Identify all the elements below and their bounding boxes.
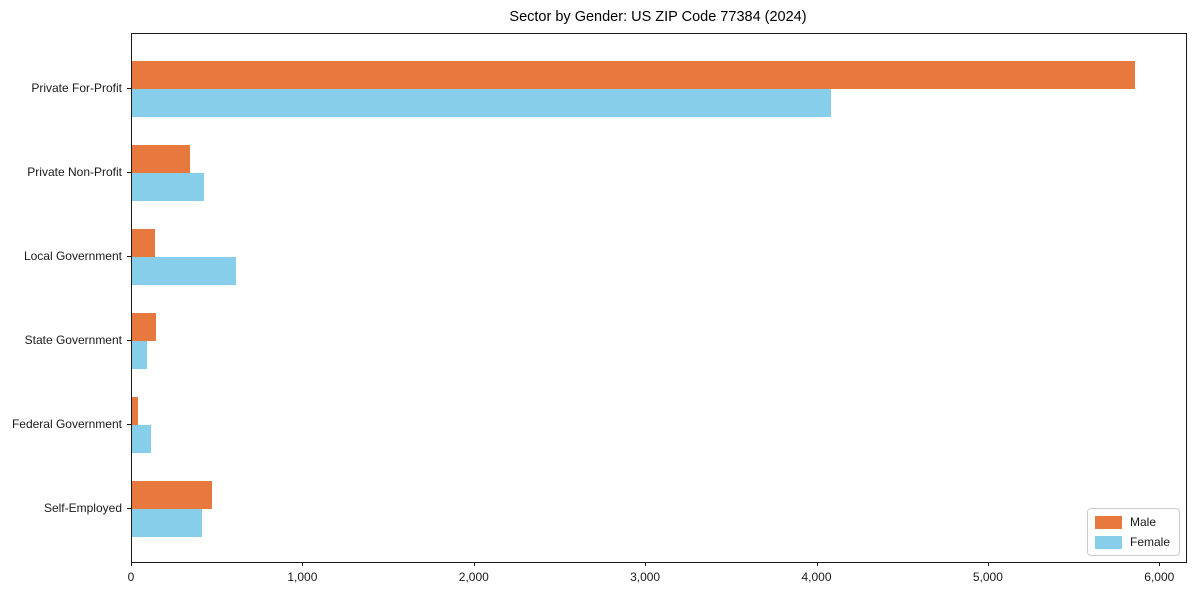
legend-item-male: Male bbox=[1094, 515, 1170, 529]
bar-male-4 bbox=[132, 397, 138, 425]
bar-male-0 bbox=[132, 61, 1135, 89]
y-axis-tick bbox=[127, 340, 131, 341]
bar-female-3 bbox=[132, 341, 148, 369]
legend-swatch-male bbox=[1094, 515, 1122, 529]
chart-title: Sector by Gender: US ZIP Code 77384 (202… bbox=[509, 9, 807, 25]
legend-label: Female bbox=[1129, 535, 1170, 549]
bar-male-1 bbox=[132, 145, 191, 173]
legend: Male Female bbox=[1086, 508, 1180, 556]
plot-area: Male Female bbox=[131, 33, 1187, 563]
x-axis-tick-label: 6,000 bbox=[1144, 570, 1175, 584]
y-axis-label: Federal Government bbox=[11, 417, 122, 431]
bar-female-0 bbox=[132, 89, 832, 117]
y-axis-label: State Government bbox=[24, 333, 122, 347]
y-axis-label: Private Non-Profit bbox=[27, 165, 122, 179]
y-axis-tick bbox=[127, 172, 131, 173]
y-axis-tick bbox=[127, 88, 131, 89]
legend-item-female: Female bbox=[1094, 535, 1170, 549]
x-axis-tick bbox=[1159, 562, 1161, 566]
x-axis-tick bbox=[302, 562, 304, 566]
x-axis-tick-label: 3,000 bbox=[630, 570, 661, 584]
x-axis-tick-label: 4,000 bbox=[801, 570, 832, 584]
bar-male-5 bbox=[132, 481, 212, 509]
x-axis-tick-label: 1,000 bbox=[287, 570, 318, 584]
y-axis-label: Self-Employed bbox=[43, 501, 122, 515]
bar-female-1 bbox=[132, 173, 204, 201]
y-axis-tick bbox=[127, 424, 131, 425]
y-axis-tick bbox=[127, 256, 131, 257]
x-axis-tick bbox=[645, 562, 647, 566]
bar-female-2 bbox=[132, 257, 236, 285]
x-axis-tick-label: 0 bbox=[127, 570, 135, 584]
x-axis-tick bbox=[131, 562, 132, 566]
bar-female-4 bbox=[132, 425, 151, 453]
bar-male-2 bbox=[132, 229, 156, 257]
legend-swatch-female bbox=[1094, 535, 1122, 549]
bar-male-3 bbox=[132, 313, 156, 341]
x-axis-tick bbox=[816, 562, 818, 566]
legend-label: Male bbox=[1129, 515, 1156, 529]
y-axis-label: Private For-Profit bbox=[31, 81, 122, 95]
x-axis-tick-label: 5,000 bbox=[972, 570, 1003, 584]
y-axis-tick bbox=[127, 508, 131, 509]
x-axis-tick bbox=[473, 562, 475, 566]
x-axis-tick-label: 2,000 bbox=[458, 570, 489, 584]
y-axis-label: Local Government bbox=[23, 249, 122, 263]
bar-female-5 bbox=[132, 509, 203, 537]
x-axis-tick bbox=[987, 562, 989, 566]
